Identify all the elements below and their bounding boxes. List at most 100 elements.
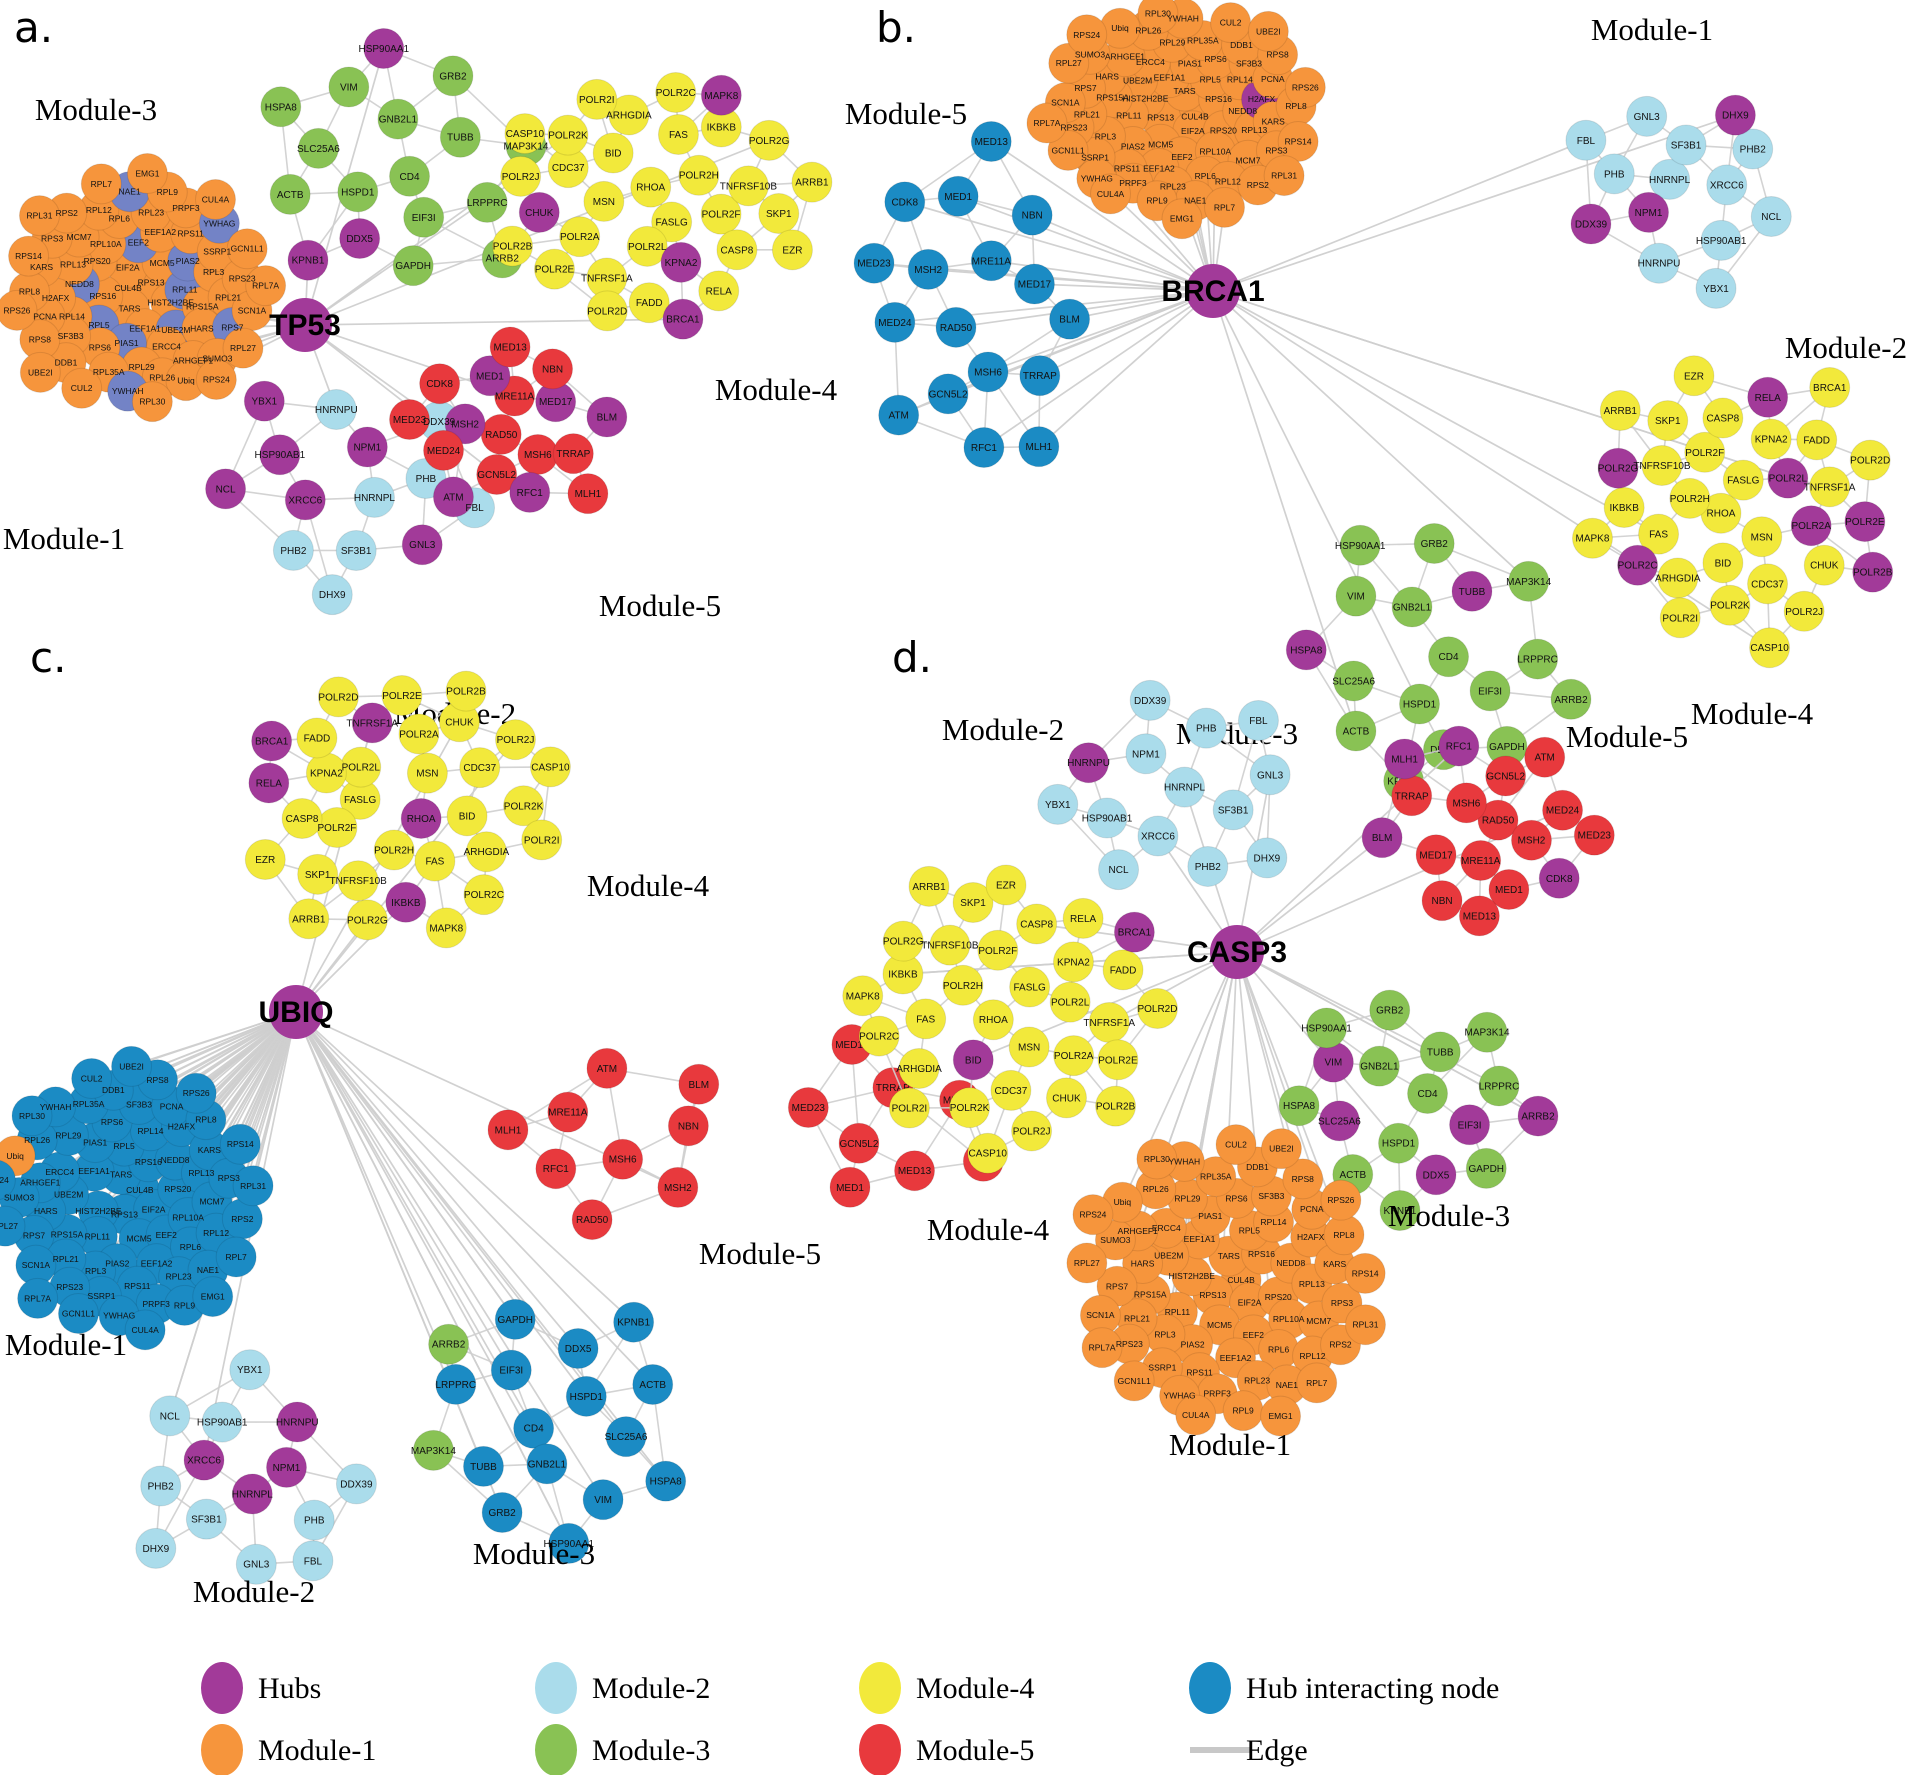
node-RPL31[interactable]: [18, 195, 60, 237]
node-UBE2I[interactable]: [111, 1045, 153, 1087]
node-EMG1[interactable]: [192, 1276, 234, 1318]
node-SF3B1[interactable]: [185, 1498, 227, 1540]
node-HSP90AA1[interactable]: [548, 1522, 590, 1564]
node-GRB2[interactable]: [481, 1491, 523, 1533]
node-MSH2[interactable]: [657, 1166, 699, 1208]
node-TRRAP[interactable]: [1019, 355, 1061, 397]
node-POLR2C[interactable]: [463, 874, 505, 916]
node-GAPDH[interactable]: [1465, 1147, 1507, 1189]
node-HNRNPU[interactable]: [276, 1401, 318, 1443]
node-MSN[interactable]: [406, 752, 448, 794]
node-MLH1[interactable]: [1018, 426, 1060, 468]
node-HSP90AB1[interactable]: [259, 434, 301, 476]
node-TUBB[interactable]: [1419, 1031, 1461, 1073]
node-GRB2[interactable]: [1369, 989, 1411, 1031]
node-POLR2L[interactable]: [1767, 457, 1809, 499]
node-LRPPRC[interactable]: [466, 181, 508, 223]
node-MAPK8[interactable]: [842, 975, 884, 1017]
node-GAPDH[interactable]: [494, 1298, 536, 1340]
node-ARHGDIA[interactable]: [465, 831, 507, 873]
node-IKBKB[interactable]: [385, 881, 427, 923]
node-VIM[interactable]: [328, 66, 370, 108]
node-HNRNPU[interactable]: [1638, 242, 1680, 284]
node-PHB2[interactable]: [140, 1465, 182, 1507]
node-FADD[interactable]: [1102, 949, 1144, 991]
node-RPS26[interactable]: [1320, 1179, 1362, 1221]
node-POLR2H[interactable]: [678, 154, 720, 196]
node-HNRNPL[interactable]: [231, 1473, 273, 1515]
node-POLR2K[interactable]: [547, 114, 589, 156]
node-IKBKB[interactable]: [1603, 486, 1645, 528]
node-RAD50[interactable]: [571, 1199, 613, 1241]
node-MED24[interactable]: [874, 301, 916, 343]
node-CASP8[interactable]: [1702, 397, 1744, 439]
node-NCL[interactable]: [149, 1395, 191, 1437]
node-KPNB1[interactable]: [613, 1301, 655, 1343]
node-GNB2L1[interactable]: [1358, 1045, 1400, 1087]
node-ACTB[interactable]: [269, 173, 311, 215]
node-EIF3I[interactable]: [490, 1349, 532, 1391]
node-NPM1[interactable]: [265, 1446, 307, 1488]
node-RPL30[interactable]: [11, 1095, 53, 1137]
node-KPNA2[interactable]: [1750, 418, 1792, 460]
node-RHOA[interactable]: [400, 797, 442, 839]
hub-node-BRCA1[interactable]: [1186, 264, 1240, 318]
node-CUL2[interactable]: [1215, 1124, 1257, 1166]
node-XRCC6[interactable]: [1706, 164, 1748, 206]
node-RPL27[interactable]: [0, 1205, 26, 1247]
node-ATM[interactable]: [432, 476, 474, 518]
node-GCN1L1[interactable]: [226, 228, 268, 270]
node-RFC1[interactable]: [963, 427, 1005, 469]
node-EZR[interactable]: [1673, 355, 1715, 397]
node-CASP10[interactable]: [1749, 627, 1791, 669]
node-TUBB[interactable]: [462, 1445, 504, 1487]
node-PHB2[interactable]: [1732, 128, 1774, 170]
node-RAD50[interactable]: [935, 306, 977, 348]
node-MLH1[interactable]: [567, 473, 609, 515]
node-GNB2L1[interactable]: [526, 1443, 568, 1485]
node-DHX9[interactable]: [311, 574, 353, 616]
node-LRPPRC[interactable]: [435, 1363, 477, 1405]
node-ARRB1[interactable]: [288, 898, 330, 940]
node-RPS24[interactable]: [1066, 14, 1108, 56]
node-DDX39[interactable]: [335, 1463, 377, 1505]
node-HNRNPU[interactable]: [1068, 742, 1110, 784]
node-ARRB1[interactable]: [1599, 389, 1641, 431]
node-CASP8[interactable]: [281, 797, 323, 839]
node-LRPPRC[interactable]: [1478, 1065, 1520, 1107]
node-RPS26[interactable]: [1284, 66, 1326, 108]
node-BID[interactable]: [1702, 542, 1744, 584]
node-MRE11A[interactable]: [547, 1091, 589, 1133]
node-MED13[interactable]: [894, 1150, 936, 1192]
node-TNFRSF1A[interactable]: [351, 702, 393, 744]
node-MSH2[interactable]: [1510, 819, 1552, 861]
node-XRCC6[interactable]: [1137, 815, 1179, 857]
node-EMG1[interactable]: [1260, 1395, 1302, 1437]
node-POLR2H[interactable]: [373, 829, 415, 871]
node-CDK8[interactable]: [419, 363, 461, 405]
node-BID[interactable]: [592, 132, 634, 174]
node-NCL[interactable]: [205, 468, 247, 510]
node-CUL4A[interactable]: [195, 179, 237, 221]
node-POLR2G[interactable]: [748, 119, 790, 161]
node-POLR2K[interactable]: [1709, 584, 1751, 626]
node-HSPD1[interactable]: [565, 1375, 607, 1417]
node-MAP3K14[interactable]: [412, 1429, 454, 1471]
node-POLR2I[interactable]: [576, 78, 618, 120]
node-YBX1[interactable]: [229, 1349, 271, 1391]
node-POLR2J[interactable]: [1011, 1110, 1053, 1152]
node-DHX9[interactable]: [1714, 94, 1756, 136]
node-RPS14[interactable]: [219, 1123, 261, 1165]
node-RPL30[interactable]: [1136, 1138, 1178, 1180]
node-POLR2D[interactable]: [1136, 988, 1178, 1030]
hub-node-CASP3[interactable]: [1210, 925, 1264, 979]
node-RPL7A[interactable]: [17, 1277, 59, 1319]
node-RPS26[interactable]: [175, 1072, 217, 1114]
node-BRCA1[interactable]: [1113, 911, 1155, 953]
node-EZR[interactable]: [244, 838, 286, 880]
node-DHX9[interactable]: [135, 1527, 177, 1569]
node-CDC37[interactable]: [990, 1069, 1032, 1111]
node-XRCC6[interactable]: [284, 479, 326, 521]
node-CASP10[interactable]: [967, 1132, 1009, 1174]
node-RFC1[interactable]: [509, 471, 551, 513]
